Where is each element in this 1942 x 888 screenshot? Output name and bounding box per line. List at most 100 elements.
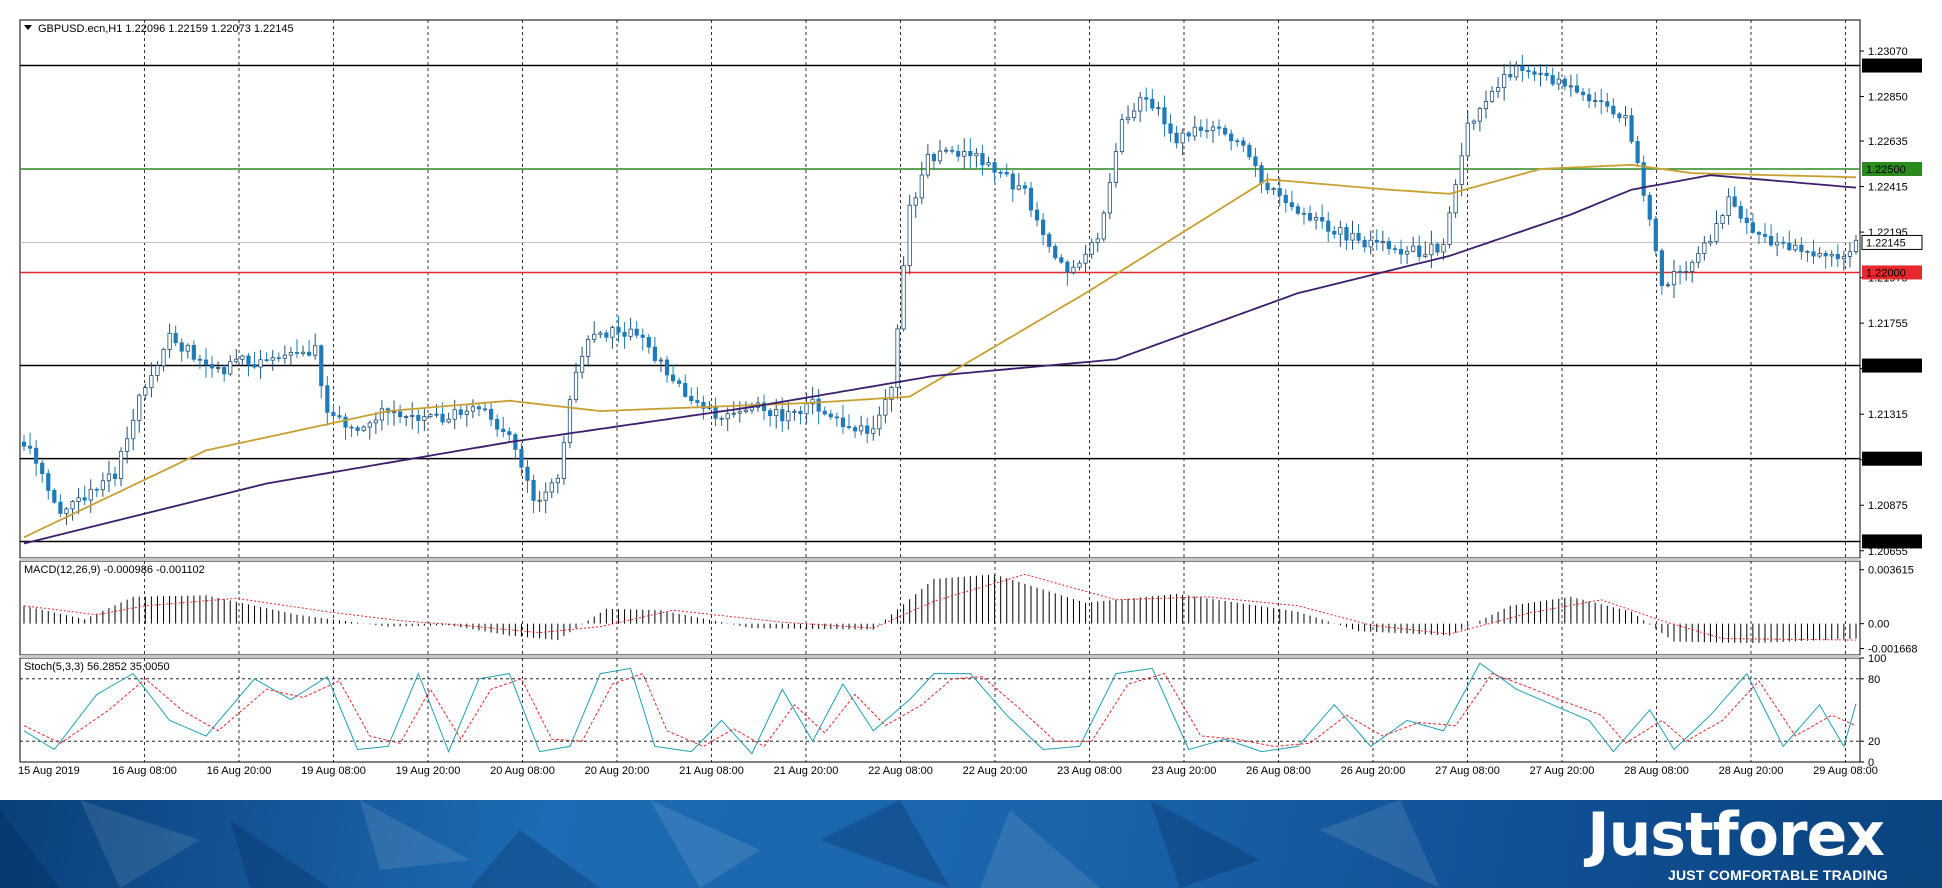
candle-body [1586, 94, 1592, 102]
candle-body [822, 410, 827, 415]
stoch-tick-label: 20 [1868, 736, 1880, 748]
level-tag-label: 1.23000 [1866, 61, 1906, 73]
candle-body [768, 410, 773, 417]
candle-body [1223, 127, 1228, 135]
candle-body [1823, 252, 1828, 257]
footer-shape [1150, 800, 1260, 888]
macd-tick-label: 0.00 [1868, 619, 1889, 631]
footer-shape [1320, 800, 1440, 888]
candle-body [1853, 239, 1859, 253]
candle-body [58, 501, 63, 514]
candle-body [913, 197, 918, 206]
x-tick-label: 16 Aug 20:00 [207, 765, 272, 777]
candle-body [804, 403, 809, 415]
candle-body [1071, 266, 1076, 273]
x-tick-label: 26 Aug 20:00 [1341, 765, 1406, 777]
candle-body [495, 418, 500, 430]
candle-body [1259, 165, 1264, 184]
candle-body [1210, 126, 1216, 131]
candle-body [719, 417, 724, 420]
y-tick-label: 1.21315 [1868, 409, 1908, 421]
candle-body [1696, 253, 1701, 263]
candle-body [992, 162, 997, 173]
candle-body [1016, 185, 1021, 190]
candle-body [1441, 244, 1446, 253]
candle-body [616, 327, 621, 333]
candle-body [780, 409, 785, 422]
candle-body [1150, 98, 1155, 109]
candle-body [1580, 91, 1586, 96]
candle-body [440, 413, 445, 423]
candle-body [52, 490, 57, 503]
candle-body [1508, 74, 1513, 78]
candle-body [1647, 194, 1652, 220]
panel-separator [20, 558, 1860, 561]
candle-body [1538, 72, 1543, 75]
candle-body [1368, 239, 1373, 248]
candle-body [1411, 245, 1416, 252]
x-tick-label: 28 Aug 08:00 [1624, 765, 1689, 777]
candle-body [1623, 115, 1628, 119]
candle-body [1065, 261, 1070, 273]
candle-body [1635, 141, 1640, 164]
candle-body [343, 416, 348, 428]
candle-body [1350, 232, 1355, 241]
candle-body [1004, 171, 1009, 175]
candle-body [1053, 245, 1058, 259]
candle-body [361, 426, 366, 431]
candle-body [337, 415, 342, 418]
candle-body [567, 399, 573, 444]
candle-body [1132, 110, 1137, 119]
candle-body [852, 427, 858, 432]
candle-body [537, 499, 542, 502]
candle-body [1295, 206, 1301, 214]
candle-body [1429, 243, 1434, 256]
candle-body [246, 355, 251, 365]
candle-body [1732, 196, 1737, 207]
candle-body [488, 409, 494, 420]
candle-body [1793, 244, 1798, 251]
x-tick-label: 22 Aug 20:00 [963, 765, 1028, 777]
candle-body [1101, 212, 1106, 240]
candle-body [1326, 220, 1331, 232]
level-tag-label: 1.22500 [1866, 164, 1906, 176]
candle-body [167, 332, 172, 350]
x-tick-label: 20 Aug 20:00 [585, 765, 650, 777]
candle-body [1119, 119, 1125, 152]
candle-body [404, 416, 409, 418]
candle-body [1829, 253, 1834, 257]
level-tag-label: 1.20700 [1866, 536, 1906, 548]
brand-tagline: JUST COMFORTABLE TRADING [1668, 867, 1888, 883]
x-tick-label: 23 Aug 08:00 [1057, 765, 1122, 777]
candle-body [294, 352, 300, 354]
candle-body [252, 363, 257, 368]
candle-body [816, 398, 821, 412]
candle-body [1690, 261, 1695, 272]
x-tick-label: 21 Aug 08:00 [679, 765, 744, 777]
ma-slow-line [23, 174, 1857, 545]
footer-shape [650, 800, 760, 888]
candle-body [937, 150, 943, 162]
candle-body [1726, 196, 1731, 216]
current-price-tag [1861, 234, 1923, 250]
candle-body [1750, 222, 1755, 233]
candle-body [1283, 194, 1288, 204]
candle-body [137, 394, 142, 421]
level-tag [1862, 58, 1922, 73]
candle-body [840, 417, 846, 427]
candle-body [1144, 97, 1149, 100]
candle-body [1247, 144, 1252, 158]
candle-body [531, 479, 536, 501]
candle-body [986, 162, 991, 166]
candle-body [798, 410, 803, 415]
candle-body [470, 406, 476, 412]
candle-body [683, 383, 688, 397]
macd-signal-line [23, 573, 1857, 641]
candle-body [446, 418, 451, 423]
candle-body [1235, 140, 1240, 143]
candle-body [1702, 242, 1707, 254]
candle-body [998, 171, 1003, 174]
x-tick-label: 29 Aug 08:00 [1813, 765, 1878, 777]
candle-body [925, 153, 930, 176]
candle-body [428, 414, 433, 418]
